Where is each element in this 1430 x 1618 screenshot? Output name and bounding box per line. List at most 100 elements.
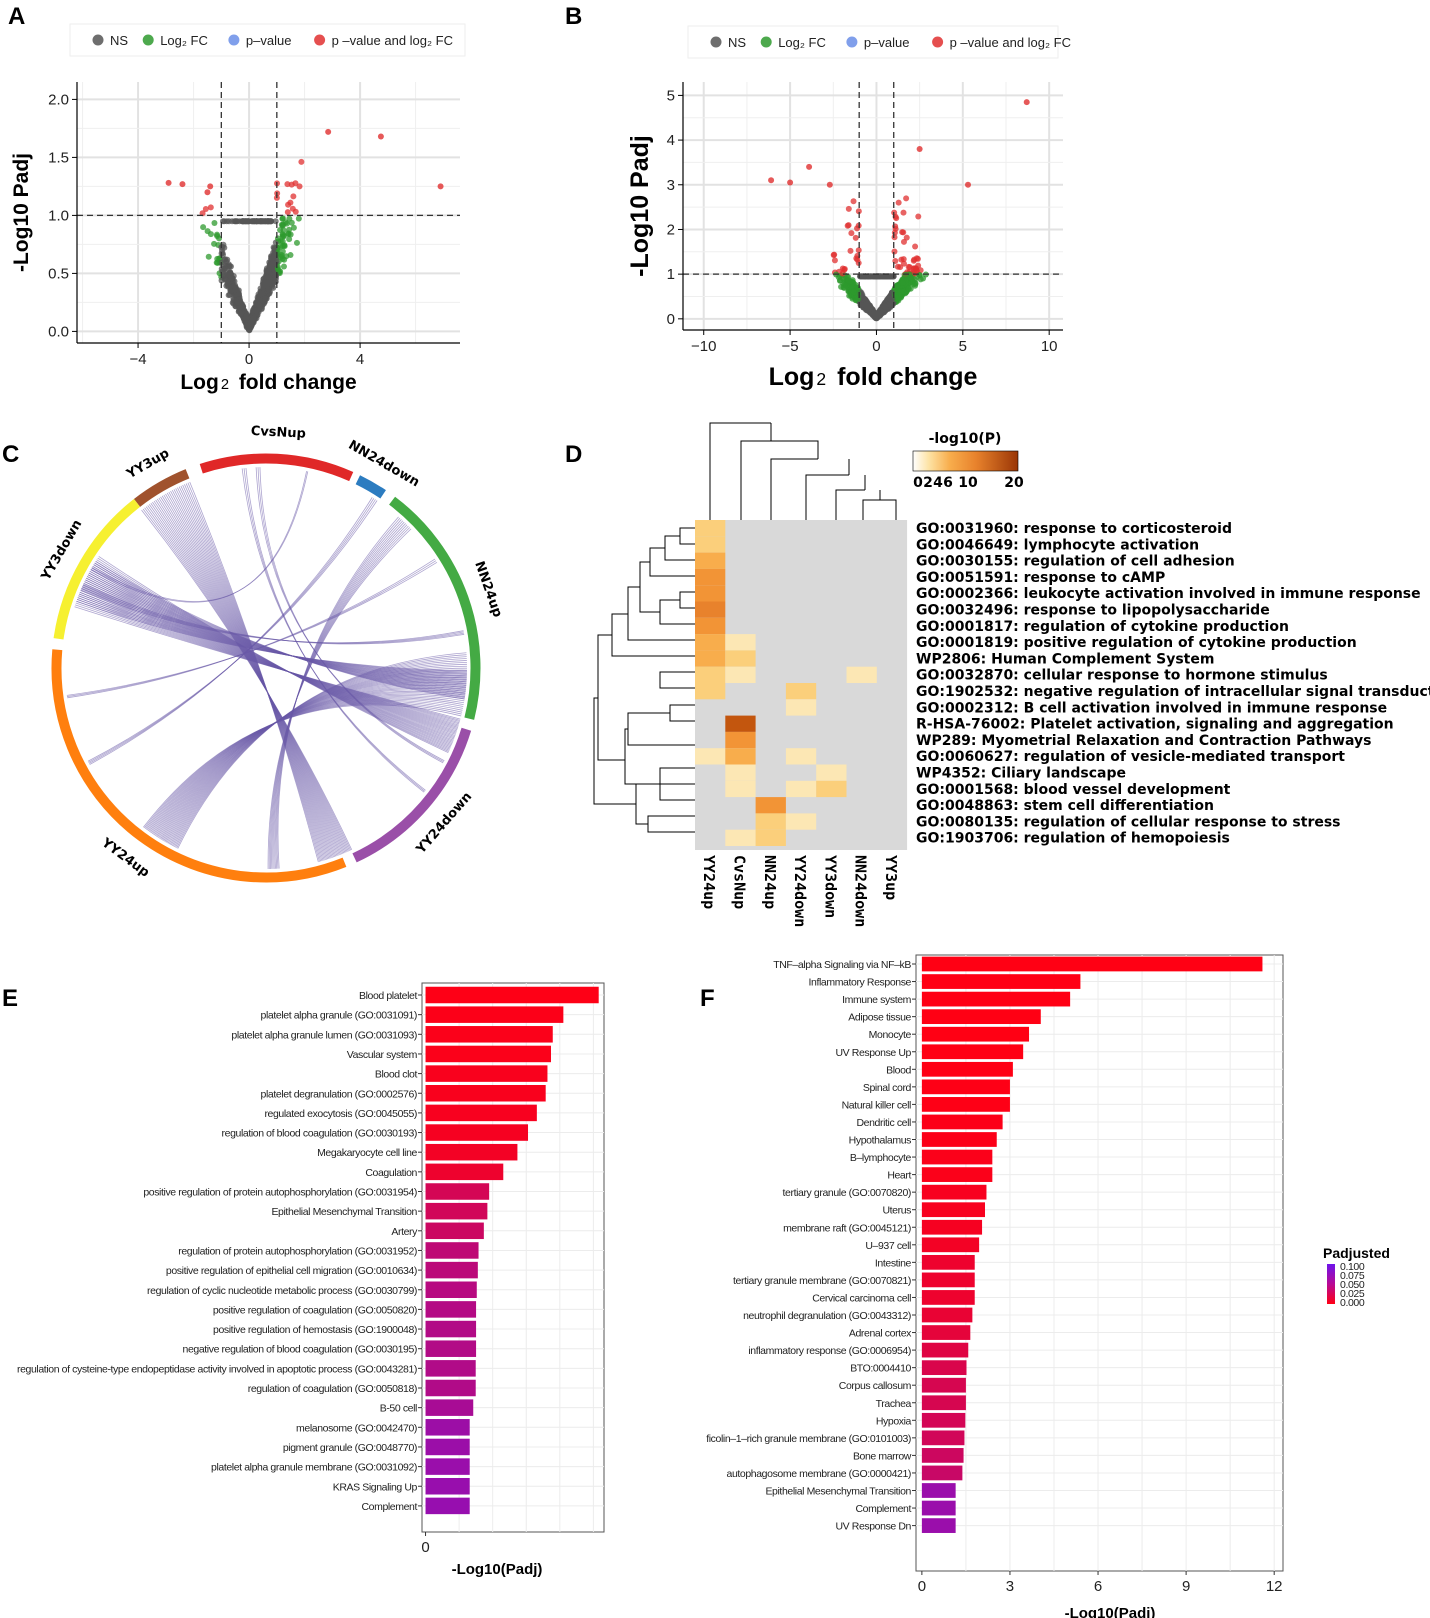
- chord-ribbon: [189, 481, 319, 863]
- heatmap-legend-tick: 0: [913, 475, 923, 491]
- bar: [425, 1143, 518, 1161]
- bar-category-label: Blood: [886, 1064, 911, 1076]
- legend-box: [687, 25, 1059, 59]
- bar-category-label: positive regulation of coagulation (GO:0…: [213, 1304, 417, 1316]
- heatmap-cell: [816, 764, 847, 781]
- y-tick-label: 1.0: [48, 207, 69, 224]
- bar: [921, 1061, 1013, 1077]
- x-tick-label: −4: [130, 351, 147, 368]
- data-point: [279, 248, 286, 255]
- data-point: [905, 285, 912, 292]
- bar-category-label: positive regulation of epithelial cell m…: [166, 1265, 417, 1277]
- data-point: [900, 260, 907, 267]
- heatmap-row-label: GO:0046649: lymphocyte activation: [916, 537, 1199, 553]
- data-point: [270, 260, 277, 267]
- x-tick-label: 6: [1094, 1578, 1102, 1595]
- data-point: [915, 262, 922, 269]
- col-dendrogram-branch: [709, 422, 771, 520]
- data-point: [891, 229, 898, 236]
- heatmap-col-label: NN24up: [761, 855, 779, 909]
- data-point: [298, 158, 305, 165]
- heatmap-col-label: NN24down: [852, 855, 870, 927]
- bar-category-label: Heart: [887, 1170, 911, 1182]
- data-point: [288, 181, 295, 188]
- data-point: [891, 248, 898, 255]
- chord-ribbon: [87, 500, 378, 762]
- data-point: [248, 319, 255, 326]
- bar: [425, 1261, 478, 1279]
- bar-category-label: regulation of coagulation (GO:0050818): [248, 1383, 417, 1395]
- heatmap-cell: [785, 813, 817, 830]
- bar: [425, 1340, 477, 1357]
- data-point: [229, 218, 236, 225]
- data-point: [296, 183, 303, 190]
- bar-category-label: membrane raft (GO:0045121): [783, 1222, 911, 1234]
- data-point: [279, 215, 286, 222]
- x-tick-label: 3: [1006, 1578, 1014, 1595]
- data-point: [900, 229, 907, 236]
- data-point: [218, 277, 225, 284]
- heatmap-cell: [695, 601, 726, 618]
- bar: [425, 1419, 470, 1436]
- x-axis-title: Log 2 fold change: [769, 363, 978, 391]
- data-point: [915, 213, 922, 220]
- bar: [425, 1183, 490, 1200]
- chord-group-label: YY3up: [124, 446, 173, 483]
- bar: [921, 1149, 993, 1165]
- bar: [425, 1026, 553, 1043]
- bar-category-label: Coagulation: [365, 1167, 417, 1179]
- outlier-point: [179, 181, 186, 188]
- x-axis-title: Log 2 fold change: [180, 371, 356, 394]
- legend-swatch: [314, 34, 326, 46]
- data-point: [920, 275, 927, 282]
- heatmap-row-label: R-HSA-76002: Platelet activation, signal…: [916, 717, 1394, 733]
- bar: [921, 1360, 967, 1376]
- bar-category-label: Intestine: [875, 1257, 912, 1269]
- bar: [921, 1114, 1003, 1130]
- data-point: [854, 295, 861, 302]
- legend-label: NS: [728, 35, 746, 50]
- heatmap-legend-tick: 2: [923, 475, 933, 491]
- data-point: [271, 244, 278, 251]
- data-point: [913, 255, 920, 262]
- data-point: [290, 193, 297, 200]
- bar: [425, 1045, 551, 1063]
- data-point: [278, 221, 285, 228]
- bar: [425, 1301, 477, 1318]
- col-dendrogram-branch: [740, 440, 771, 520]
- outlier-point: [826, 181, 833, 188]
- chord-ribbon: [267, 528, 412, 869]
- legend-label: Log₂ FC: [778, 35, 826, 50]
- bar-category-label: Corpus callosum: [839, 1380, 912, 1392]
- bar-category-label: UV Response Up: [835, 1047, 911, 1059]
- heatmap-legend-tick: 6: [943, 475, 953, 491]
- chord-ribbon: [184, 484, 323, 862]
- y-tick-label: 0: [667, 311, 675, 328]
- bar-category-label: regulation of cysteine-type endopeptidas…: [17, 1363, 417, 1375]
- panel-label-c: C: [2, 441, 19, 468]
- padj-legend-tick: 0.075: [1340, 1270, 1365, 1282]
- data-point: [211, 220, 218, 227]
- data-point: [870, 309, 877, 316]
- chord-ribbon: [185, 483, 322, 862]
- data-point: [234, 299, 241, 306]
- y-tick-label: 2.0: [48, 91, 69, 108]
- data-point: [838, 283, 845, 290]
- bar-category-label: Dendritic cell: [856, 1117, 911, 1129]
- data-point: [214, 255, 221, 262]
- bar: [425, 1379, 476, 1397]
- bar-category-label: U–937 cell: [865, 1240, 911, 1252]
- data-point: [232, 286, 239, 293]
- bar-category-label: negative regulation of blood coagulation…: [183, 1344, 417, 1356]
- row-dendrogram-branch: [679, 591, 695, 609]
- x-tick-label: 0: [421, 1539, 429, 1556]
- data-point: [279, 256, 286, 263]
- data-point: [249, 218, 256, 225]
- legend-label: Log₂ FC: [160, 33, 208, 48]
- data-point: [273, 272, 280, 279]
- legend-label: p –value and log₂ FC: [950, 35, 1071, 50]
- heatmap-row-label: WP2806: Human Complement System: [916, 651, 1214, 667]
- data-point: [913, 267, 920, 274]
- data-point: [207, 204, 214, 211]
- data-point: [226, 270, 233, 277]
